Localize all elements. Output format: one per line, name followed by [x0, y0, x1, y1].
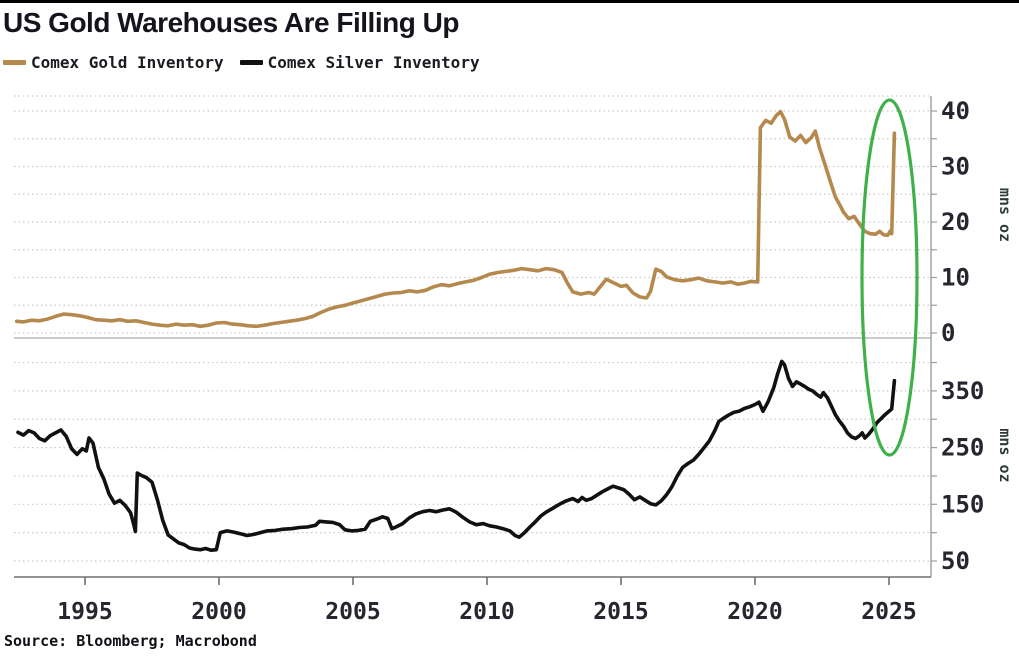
legend: Comex Gold Inventory Comex Silver Invent… [3, 53, 480, 72]
top-border [0, 0, 1019, 3]
x-tick-label: 2005 [325, 599, 380, 625]
top-axis-unit-label: mns oz [996, 188, 1014, 242]
top-y-tick-label: 30 [941, 153, 970, 181]
x-tick-label: 2025 [861, 599, 916, 625]
legend-label-gold: Comex Gold Inventory [31, 53, 224, 72]
legend-label-silver: Comex Silver Inventory [267, 53, 480, 72]
bottom-axis-unit-label: mns oz [996, 428, 1014, 482]
bottom-y-tick-label: 350 [941, 377, 984, 405]
highlight-ellipse [860, 98, 919, 457]
legend-item-gold: Comex Gold Inventory [3, 53, 224, 72]
x-tick-label: 2015 [593, 599, 648, 625]
x-tick-label: 2000 [191, 599, 246, 625]
top-y-tick-label: 10 [941, 264, 970, 292]
gold-line-swatch [3, 60, 26, 65]
silver-line-swatch [239, 60, 263, 65]
silver-inventory-line [16, 359, 897, 553]
x-tick-label: 2020 [727, 599, 782, 625]
bottom-y-tick-label: 250 [941, 434, 984, 462]
chart-title: US Gold Warehouses Are Filling Up [3, 7, 459, 38]
bottom-y-tick-label: 50 [941, 547, 970, 575]
legend-item-silver: Comex Silver Inventory [239, 53, 480, 72]
top-y-tick-label: 40 [941, 97, 970, 125]
x-tick-label: 2010 [459, 599, 514, 625]
source-note: Source: Bloomberg; Macrobond [4, 632, 257, 650]
bottom-y-tick-label: 150 [941, 490, 984, 518]
x-tick-label: 1995 [57, 599, 112, 625]
gold-inventory-line [14, 109, 897, 329]
top-y-tick-label: 0 [941, 319, 955, 347]
top-y-tick-label: 20 [941, 208, 970, 236]
